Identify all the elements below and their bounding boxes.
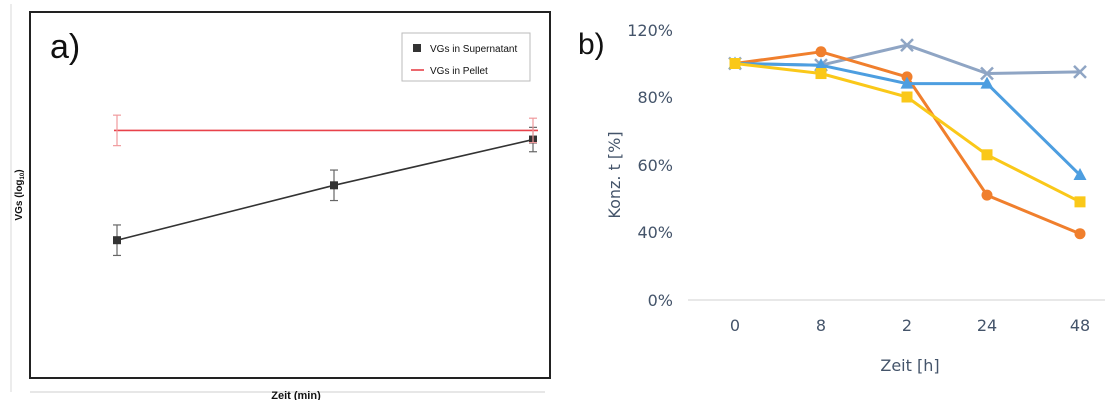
panel-b-series (728, 38, 1087, 240)
panel-b-x-ticks: 0 8 2 24 48 (730, 316, 1090, 335)
y-tick-label-0: 0% (648, 291, 673, 310)
panel-a-y-label-subscript: 10 (20, 172, 26, 179)
b-series-0-point-4 (1073, 64, 1087, 79)
y-tick-label-2: 60% (637, 156, 673, 175)
b-series-3-point-2 (901, 91, 913, 103)
b-series-1-point-1 (815, 46, 827, 58)
panel-b-x-label: Zeit [h] (880, 356, 939, 375)
panel-a-x-label: Zeit (min) (271, 390, 321, 400)
x-tick-label-0: 0 (730, 316, 740, 335)
panel-b: b) Zeit [h] Konz. t [%] 0%40%60%80%120% … (578, 21, 1105, 375)
x-tick-label-1: 8 (816, 316, 826, 335)
legend-marker-0 (413, 44, 421, 52)
a-series-0-point-1 (330, 181, 338, 190)
b-series-3-point-4 (1074, 196, 1086, 208)
a-series-0-point-0 (113, 236, 121, 245)
panel-a-y-label-close: ) (14, 169, 25, 172)
b-series-2-point-2 (900, 76, 914, 89)
panel-a-letter: a) (50, 28, 80, 66)
panel-b-y-label: Konz. t [%] (605, 131, 624, 218)
b-series-3-point-0 (729, 58, 741, 69)
panel-a-legend: VGs in Supernatant VGs in Pellet (401, 32, 531, 82)
panel-a-series (113, 114, 538, 257)
panel-b-y-ticks: 0% 40% 60% 80% 120% (627, 21, 673, 310)
x-tick-label-2: 2 (902, 316, 912, 335)
b-series-3-point-3 (981, 149, 993, 161)
b-series-0-point-3 (980, 66, 994, 81)
b-series-1-point-3 (981, 189, 993, 201)
legend-box (401, 32, 531, 82)
legend-label-1: VGs in Pellet (430, 66, 488, 77)
b-series-1-point-4 (1074, 228, 1086, 240)
legend-label-0: VGs in Supernatant (430, 44, 517, 55)
b-series-2-point-4 (1073, 168, 1087, 181)
y-tick-label-3: 80% (637, 88, 673, 107)
b-series-2-point-3 (980, 76, 994, 89)
x-tick-label-3: 24 (977, 316, 997, 335)
x-tick-label-4: 48 (1070, 316, 1090, 335)
panel-a-y-label-main: VGs (log (14, 179, 25, 220)
panel-a: a) Zeit (min) VGs (log10) VGs in Superna… (10, 4, 551, 400)
y-tick-label-1: 40% (637, 223, 673, 242)
panel-b-letter: b) (578, 28, 605, 61)
b-series-2-point-1 (814, 58, 828, 71)
panel-a-y-label: VGs (log10) (14, 169, 26, 220)
b-series-0-point-2 (900, 38, 914, 52)
y-tick-label-4: 120% (627, 21, 673, 40)
b-series-3-point-1 (815, 68, 827, 80)
